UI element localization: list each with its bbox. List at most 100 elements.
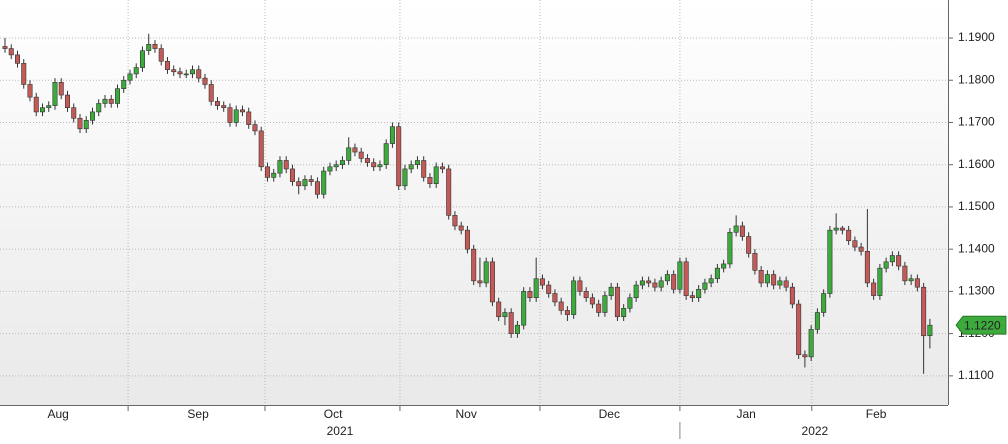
candle-body [83,120,89,130]
candle-body [33,96,39,113]
y-tick-label: 1.1800 [958,72,995,86]
candle-body [121,79,127,89]
candle-body [114,88,120,104]
candle-body [52,82,58,106]
candle-body [452,215,458,227]
candle-body [727,231,733,265]
candle-body [627,297,633,309]
candle-body [14,54,20,64]
candle-body [146,44,152,51]
candle-body [646,280,652,284]
candle-body [2,46,8,49]
candle-body [633,284,639,299]
candle-body [327,166,333,172]
candle-body [914,278,920,288]
candle-body [483,261,489,284]
candle-body [102,98,108,104]
y-tick-label: 1.1300 [958,284,995,298]
candle-body [527,291,533,299]
candle-body [814,312,820,330]
candle-body [127,73,133,81]
candle-body [521,291,527,326]
candle-body [427,177,433,185]
candle-body [214,101,220,106]
candle-body [414,160,420,166]
candle-body [833,227,839,231]
candle-body [371,162,377,168]
candle-body [639,280,645,286]
y-tick-label: 1.1100 [958,368,994,382]
candle-body [802,354,808,358]
candle-body [352,147,358,153]
candle-body [346,147,352,161]
candle-body [702,282,708,290]
x-tick-label: Feb [866,407,887,421]
candle-body [189,69,195,75]
candle-body [908,278,914,282]
candle-body [796,303,802,356]
candle-body [752,253,758,271]
candle-body [258,130,264,168]
candle-body [314,181,320,195]
candle-body [577,280,583,292]
candle-body [408,164,414,170]
x-tick-label: Oct [324,407,343,421]
candle-body [21,63,27,85]
candle-body [321,170,327,195]
candle-body [546,284,552,294]
candle-body [583,291,589,299]
candle-body [877,267,883,296]
candle-body [433,166,439,185]
candle-body [439,166,445,170]
y-tick-label: 1.1600 [958,157,995,171]
candle-body [589,297,595,305]
candle-body [271,172,277,178]
candle-body [708,278,714,284]
candle-body [571,280,577,315]
y-tick-label: 1.1500 [958,199,995,213]
candle-body [739,225,745,237]
candle-body [183,73,189,76]
candle-body [564,310,570,315]
candle-body [96,103,102,113]
last-price-label: 1.1220 [964,318,1001,332]
candle-body [777,280,783,286]
candle-body [846,229,852,242]
candle-body [602,295,608,313]
candle-body [239,109,245,113]
candle-body [852,240,858,248]
candle-body [358,151,364,159]
candle-body [177,71,183,75]
candle-body [696,288,702,299]
candle-body [133,67,139,75]
candle-body [458,225,464,231]
candle-body [839,227,845,231]
candle-body [858,246,864,252]
y-tick-label: 1.1400 [958,241,995,255]
candle-body [389,126,395,144]
candle-body [464,229,470,250]
candle-body [871,282,877,296]
candle-body [196,69,202,79]
plot-background [0,0,948,405]
candle-body [689,295,695,299]
candle-body [921,286,927,337]
candle-body [621,307,627,318]
candle-body [71,107,77,119]
candle-body [202,77,208,85]
candle-body [677,261,683,290]
candle-body [789,286,795,305]
candle-body [664,274,670,282]
candle-body [552,293,558,303]
candle-body [496,301,502,318]
candle-body [489,261,495,303]
candle-body [671,274,677,290]
candle-body [514,324,520,334]
candle-body [652,282,658,288]
candle-body [608,286,614,296]
candle-body [139,50,145,68]
candle-body [746,236,752,254]
candle-body [883,261,889,269]
candle-body [402,168,408,187]
